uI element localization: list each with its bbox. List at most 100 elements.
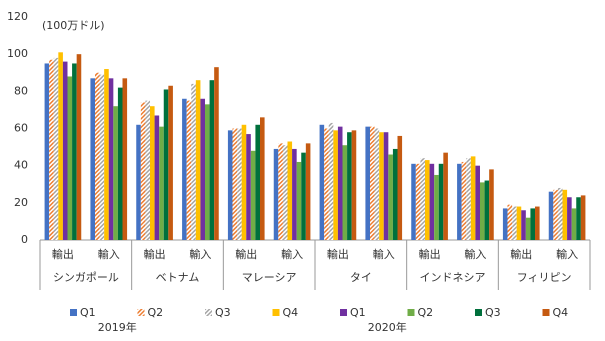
legend-swatch xyxy=(475,309,482,316)
y-tick-label: 0 xyxy=(21,233,28,246)
legend-label: Q4 xyxy=(553,306,569,319)
bar xyxy=(480,182,485,240)
bar xyxy=(512,206,517,240)
legend-label: Q2 xyxy=(148,306,164,319)
bar xyxy=(443,152,448,240)
bar xyxy=(214,67,219,240)
bar xyxy=(140,102,146,240)
bar xyxy=(117,87,123,240)
bar xyxy=(292,148,297,240)
group-label: インドネシア xyxy=(420,271,486,284)
bar xyxy=(305,143,311,240)
bar xyxy=(260,117,265,240)
bar xyxy=(209,80,215,240)
bar xyxy=(411,163,416,240)
x-tick-label: 輸出 xyxy=(52,247,74,261)
bar xyxy=(576,197,581,240)
bar xyxy=(434,174,439,240)
bar xyxy=(521,210,526,240)
bar xyxy=(420,158,425,240)
bar xyxy=(379,132,384,240)
x-tick-label: 輸入 xyxy=(189,247,211,261)
bar xyxy=(365,126,370,240)
bar xyxy=(388,154,393,240)
bar xyxy=(557,187,563,240)
bar xyxy=(351,130,357,240)
legend-swatch xyxy=(272,309,280,316)
legend-label: Q1 xyxy=(80,306,96,319)
bar xyxy=(95,72,100,240)
bar xyxy=(67,76,73,240)
bar xyxy=(200,98,205,241)
legend-swatch xyxy=(205,309,212,316)
legend-swatch xyxy=(407,309,415,316)
x-tick-label: 輸出 xyxy=(144,247,166,261)
y-tick-label: 80 xyxy=(14,84,28,97)
bar xyxy=(475,165,480,240)
bar xyxy=(548,191,554,240)
legend-year: 2020年 xyxy=(368,320,407,334)
bar xyxy=(150,106,155,240)
x-tick-label: 輸入 xyxy=(464,247,486,261)
bar xyxy=(466,158,471,240)
x-tick-label: 輸出 xyxy=(327,247,349,261)
bar xyxy=(163,89,169,240)
bar xyxy=(374,128,380,240)
bar xyxy=(154,115,160,240)
x-tick-label: 輸入 xyxy=(98,247,120,261)
bar xyxy=(333,130,338,240)
x-tick-label: 輸入 xyxy=(281,247,303,261)
bar xyxy=(457,163,462,240)
x-tick-label: 輸入 xyxy=(556,247,578,261)
bar xyxy=(205,104,210,240)
bar xyxy=(90,78,95,240)
group-label: フィリピン xyxy=(517,271,572,284)
group-label: ベトナム xyxy=(156,271,200,284)
bar xyxy=(232,128,238,240)
bar xyxy=(53,57,59,241)
legend-year: 2019年 xyxy=(98,320,137,334)
bar xyxy=(507,204,513,240)
bar xyxy=(502,208,508,240)
bar xyxy=(227,130,233,240)
legend-swatch xyxy=(70,309,77,316)
bar xyxy=(49,59,54,240)
legend-label: Q2 xyxy=(418,306,434,319)
x-tick-label: 輸出 xyxy=(510,247,532,261)
y-tick-label: 100 xyxy=(7,47,28,60)
bar xyxy=(136,124,141,240)
bar xyxy=(580,195,586,240)
bar xyxy=(370,126,375,240)
bar xyxy=(250,150,256,240)
y-tick-label: 60 xyxy=(14,122,28,135)
bar xyxy=(287,141,293,240)
bar xyxy=(99,74,105,240)
bar xyxy=(383,132,389,240)
bar xyxy=(429,163,435,240)
bar xyxy=(567,197,572,240)
y-tick-label: 40 xyxy=(14,159,28,172)
bar xyxy=(186,100,192,240)
bar xyxy=(72,63,77,241)
bar xyxy=(108,78,114,240)
legend-swatch xyxy=(340,309,347,316)
bar xyxy=(562,189,568,240)
legend-swatch xyxy=(542,309,550,316)
bar xyxy=(516,206,522,240)
legend-label: Q4 xyxy=(283,306,299,319)
bar xyxy=(438,163,444,240)
bar xyxy=(530,208,535,240)
bar xyxy=(182,98,187,241)
bar xyxy=(535,206,540,240)
bar xyxy=(301,152,306,240)
bar xyxy=(255,124,260,240)
bar xyxy=(241,124,247,240)
legend-swatch xyxy=(137,309,145,316)
bar xyxy=(246,134,251,240)
bar xyxy=(328,122,334,240)
group-label: マレーシア xyxy=(242,271,297,284)
bar xyxy=(470,156,476,240)
bar xyxy=(415,163,421,240)
y-tick-label: 20 xyxy=(14,196,28,209)
bar xyxy=(319,124,325,240)
